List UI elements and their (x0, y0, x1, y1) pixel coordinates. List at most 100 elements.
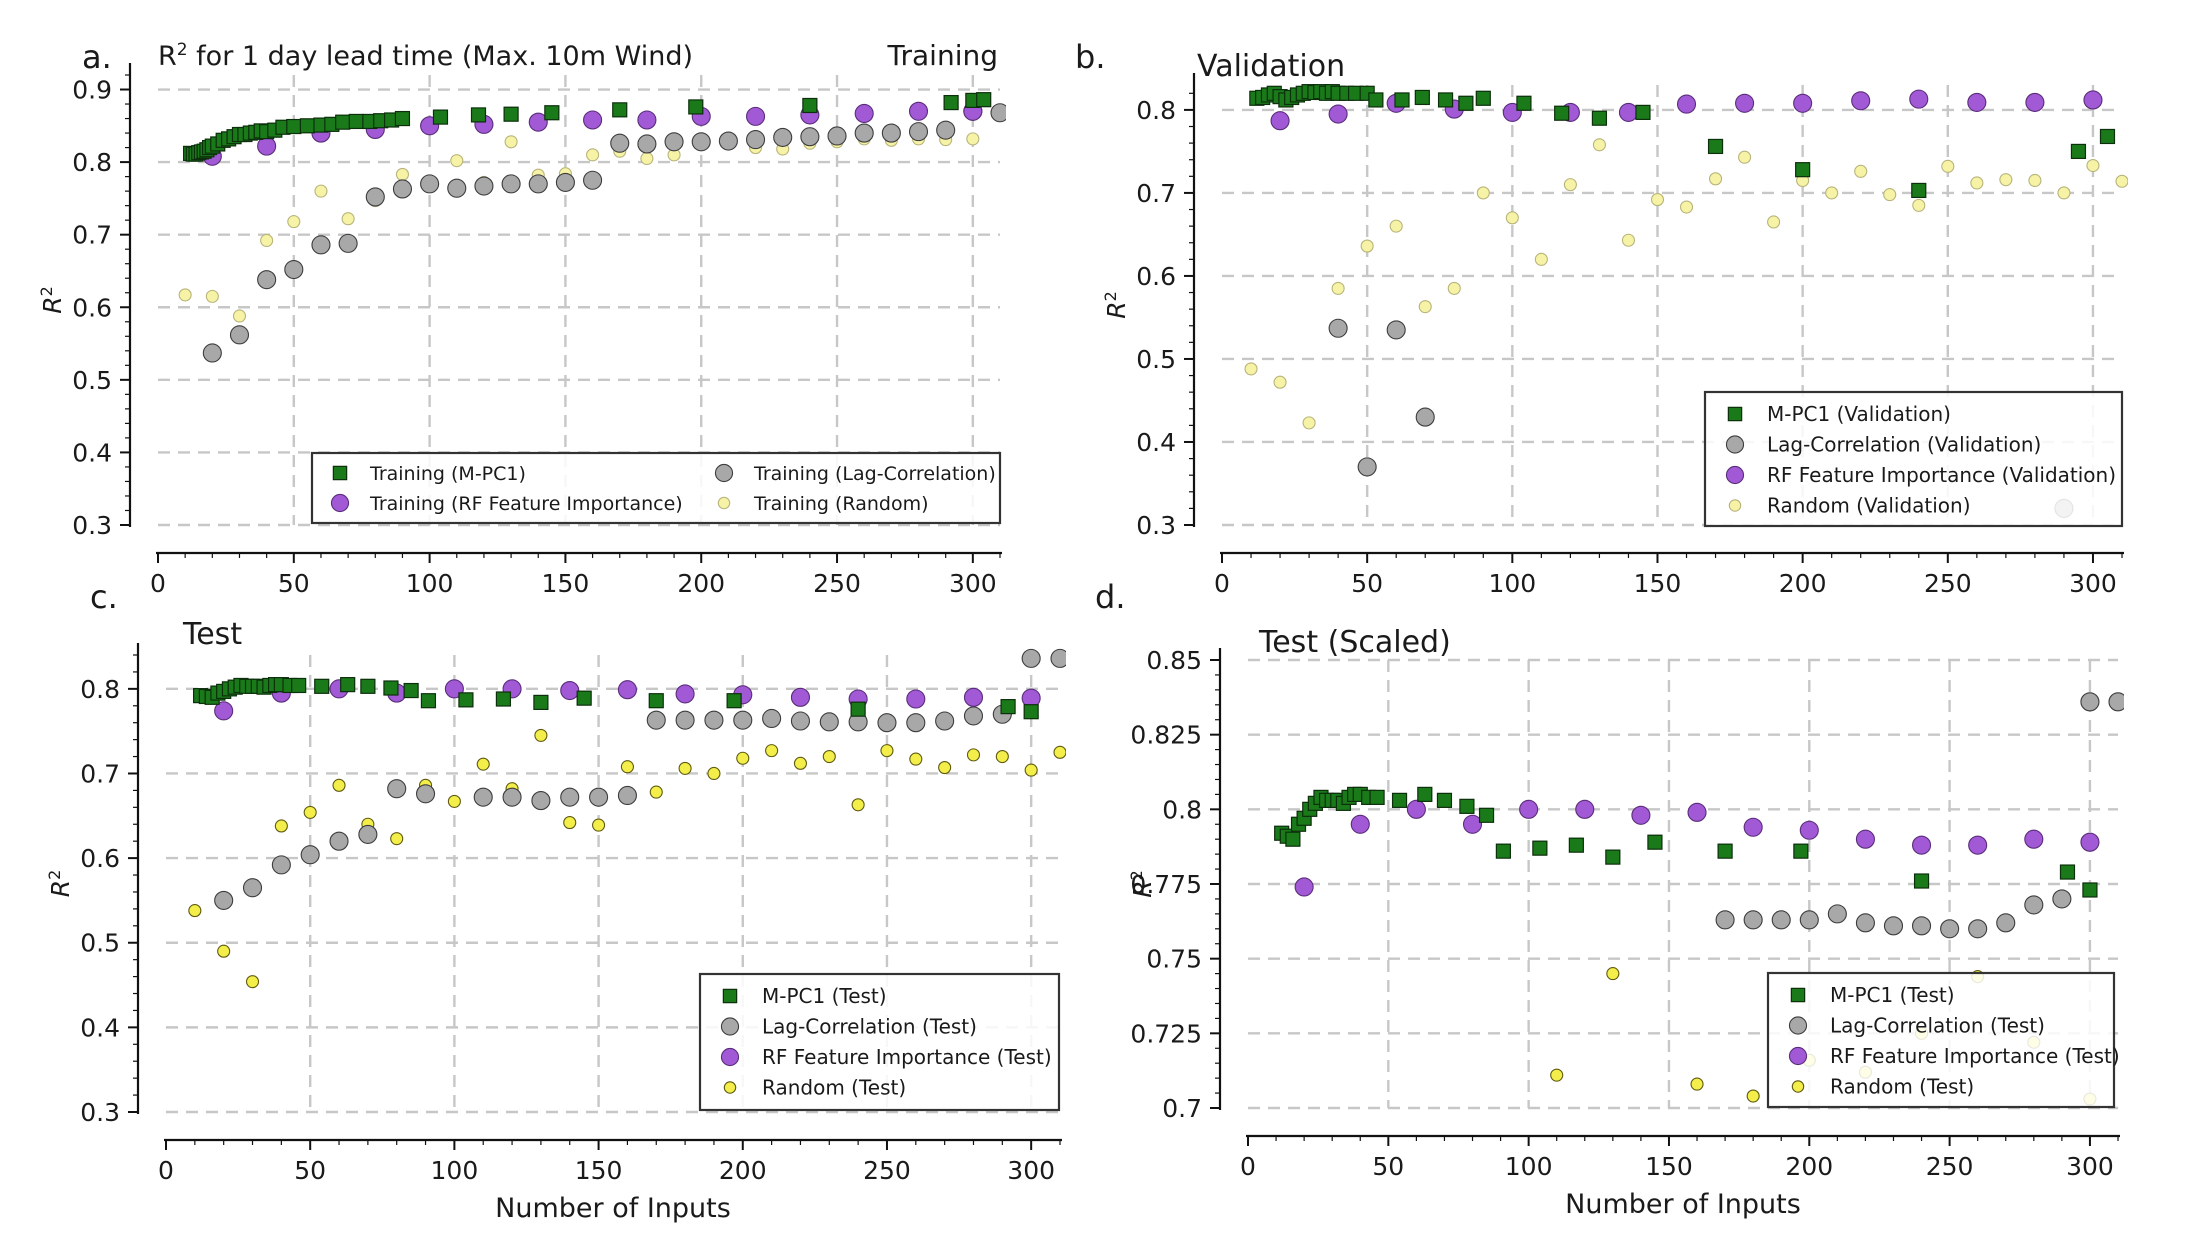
data-point-mpc1 (1459, 798, 1475, 814)
data-point-rf (854, 103, 874, 124)
data-point-lag (762, 708, 782, 729)
legend: M-PC1 (Test) Lag-Correlation (Test) RF Fea… (698, 972, 1061, 1112)
data-point-lag (691, 132, 711, 152)
data-point-random (1606, 967, 1620, 981)
y-tick-label: 0.8 (1136, 96, 1176, 125)
data-point-rf (1855, 829, 1875, 849)
data-point-mpc1 (360, 678, 376, 694)
y-tick-label: 0.775 (1130, 870, 1202, 899)
x-tick-label: 100 (431, 1156, 479, 1185)
data-point-mpc1 (1417, 786, 1433, 803)
data-point-mpc1 (1475, 90, 1491, 106)
legend-marker-mpc1 (1727, 406, 1743, 422)
data-point-rf (1676, 94, 1697, 114)
series-lag (214, 648, 1066, 910)
data-point-lag (1021, 648, 1041, 668)
legend-label-lag: Training (Lag-Correlation) (753, 463, 996, 485)
data-point-random (1273, 375, 1287, 389)
data-point-lag (1771, 910, 1791, 930)
y-tick-label: 0.6 (72, 293, 112, 322)
data-point-mpc1 (576, 690, 592, 706)
axes: 0.7 0.725 0.75 0.775 0.8 0.825 0.85 0 50 100 150 20… (1127, 646, 2120, 1220)
x-tick-label: 300 (1007, 1156, 1055, 1185)
data-point-rf (2083, 90, 2103, 110)
series-mpc1 (182, 92, 992, 162)
x-tick-label: 100 (1488, 569, 1536, 598)
data-point-random (1999, 173, 2013, 187)
series-lag (202, 101, 1006, 363)
data-point-random (1621, 233, 1636, 247)
data-point-lag (906, 713, 926, 733)
data-points (1274, 692, 2124, 1106)
data-point-random (2086, 158, 2100, 173)
data-point-mpc1 (943, 94, 959, 111)
data-point-lag (338, 233, 358, 253)
data-point-lag (358, 824, 378, 844)
data-point-lag (1050, 648, 1066, 668)
data-points (178, 92, 1006, 363)
data-point-mpc1 (458, 692, 474, 708)
series-random (188, 728, 1066, 989)
axes: 0.3 0.4 0.5 0.6 0.7 0.8 0 50 100 150 200 250 300 R2 (1101, 73, 2124, 598)
data-point-lag (1911, 916, 1932, 936)
data-point-mpc1 (1717, 843, 1733, 859)
data-point-lag (800, 127, 820, 147)
series-lag (1328, 318, 2074, 518)
y-tick-label: 0.7 (1162, 1094, 1202, 1123)
data-point-mpc1 (1647, 834, 1663, 850)
data-point-random (966, 748, 981, 762)
data-point-lag (474, 176, 494, 196)
data-point-mpc1 (1516, 95, 1532, 111)
data-point-lag (733, 710, 753, 730)
data-points (1244, 84, 2128, 518)
data-point-random (851, 798, 865, 812)
y-tick-label: 0.5 (72, 366, 112, 395)
data-point-rf (1631, 805, 1651, 825)
x-tick-label: 300 (2066, 1152, 2114, 1181)
data-point-rf (583, 110, 603, 130)
data-point-lag (1415, 407, 1435, 427)
data-point-random (504, 135, 518, 149)
panel-letter: d. (1095, 578, 1125, 616)
data-point-lag (329, 831, 349, 851)
data-point-random (314, 184, 328, 198)
x-tick-label: 50 (278, 569, 310, 598)
data-point-mpc1 (403, 682, 419, 699)
data-point-lag (501, 174, 521, 194)
data-point-mpc1 (976, 92, 992, 108)
legend-marker-rf (720, 1047, 740, 1067)
legend-label-rf: RF Feature Importance (Test) (762, 1045, 1052, 1069)
data-point-lag (881, 123, 901, 143)
x-tick-label: 200 (1779, 569, 1827, 598)
data-point-random (1854, 164, 1868, 178)
legend-label-random: Random (Test) (1830, 1075, 1974, 1099)
data-point-mpc1 (1023, 704, 1039, 720)
data-point-mpc1 (495, 691, 512, 707)
legend-label-lag: Lag-Correlation (Validation) (1767, 433, 2041, 457)
legend-label-rf: RF Feature Importance (Test) (1830, 1044, 2120, 1068)
data-point-random (1912, 198, 1926, 212)
data-point-random (707, 766, 721, 781)
data-point-lag (387, 779, 407, 799)
data-point-lag (531, 791, 551, 811)
y-tick-label: 0.85 (1146, 646, 1202, 675)
data-point-lag (718, 131, 738, 151)
x-axis-label: Number of Inputs (1565, 1189, 1801, 1220)
x-tick-label: 200 (1785, 1152, 1833, 1181)
data-point-lag (704, 710, 724, 730)
legend-marker-random (723, 1081, 737, 1094)
data-point-lag (257, 270, 277, 290)
data-point-mpc1 (2070, 143, 2087, 160)
data-point-random (1389, 219, 1403, 233)
y-tick-label: 0.8 (80, 675, 120, 704)
data-point-mpc1 (1532, 840, 1548, 856)
x-tick-label: 0 (158, 1156, 174, 1185)
data-point-rf (637, 110, 657, 130)
data-point-random (287, 215, 301, 229)
legend-marker-mpc1 (332, 465, 348, 481)
data-point-random (447, 794, 461, 808)
data-point-lag (827, 126, 847, 146)
data-point-random (909, 752, 923, 766)
data-point-random (586, 148, 600, 162)
data-point-random (822, 750, 836, 764)
